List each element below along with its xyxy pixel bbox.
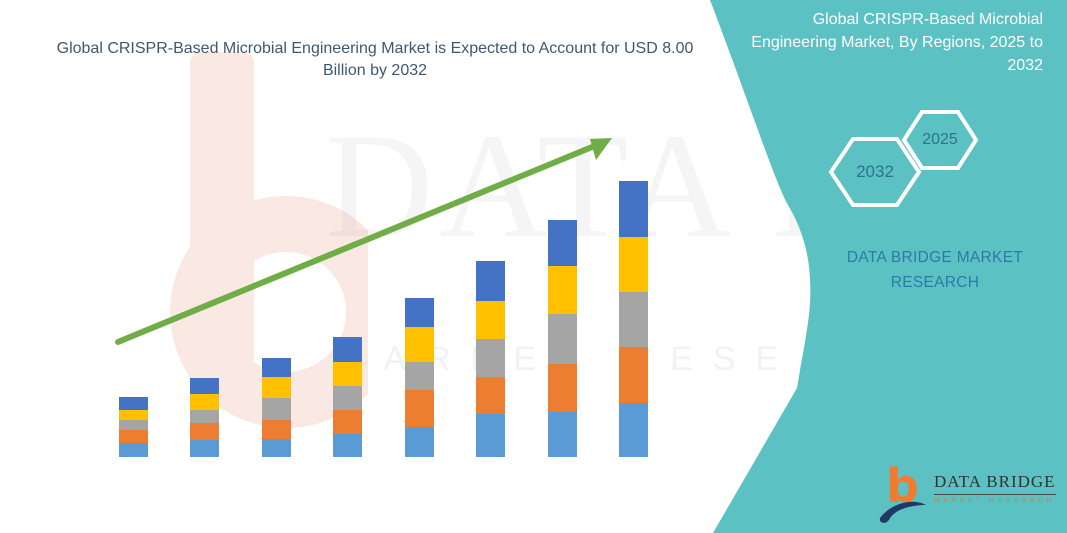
hexagon-2025 — [901, 110, 979, 170]
bar-segment-2028-middle-east-and-africa — [333, 337, 363, 362]
bar-segment-2028-europe — [333, 409, 363, 434]
bar-segment-2031-middle-east-and-africa — [547, 220, 577, 267]
bar-segment-2028-asia-pacific — [333, 386, 363, 410]
bar-segment-2031-asia-pacific — [547, 314, 577, 365]
hexagon-2032-label: 2032 — [856, 162, 894, 181]
bar-segment-2025-asia-pacific — [118, 420, 148, 430]
bar-segment-2027-north-america — [261, 438, 291, 458]
hexagon-2025-label: 2025 — [922, 131, 958, 148]
bar-segment-2025-middle-east-and-africa — [118, 397, 148, 410]
bar-segment-2025-south-america — [118, 409, 148, 421]
bar-segment-2026-europe — [190, 422, 220, 440]
bar-segment-2027-europe — [261, 419, 291, 439]
logo-subtitle: MARKET RESEARCH — [934, 497, 1055, 504]
bar-segment-2026-north-america — [190, 439, 220, 458]
chart-title: Global CRISPR-Based Microbial Engineerin… — [56, 40, 694, 80]
bar-2028 — [333, 337, 363, 458]
bar-segment-2032-asia-pacific — [619, 292, 649, 348]
bar-segment-2026-south-america — [190, 393, 220, 410]
bar-segment-2030-south-america — [476, 301, 506, 339]
bar-segment-2027-middle-east-and-africa — [261, 358, 291, 378]
bar-segment-2029-south-america — [404, 326, 434, 362]
bar-2026 — [190, 378, 220, 458]
bar-segment-2025-north-america — [118, 443, 148, 458]
bar-segment-2026-middle-east-and-africa — [190, 378, 220, 394]
dbmr-logo-icon: b — [879, 462, 926, 523]
bar-segment-2029-asia-pacific — [404, 361, 434, 391]
bar-segment-2028-south-america — [333, 361, 363, 387]
logo-name: DATA BRIDGE — [934, 472, 1056, 495]
bar-segment-2027-asia-pacific — [261, 398, 291, 420]
bar-segment-2031-south-america — [547, 266, 577, 315]
bar-segment-2032-europe — [619, 347, 649, 403]
panel-brand-line2: RESEARCH — [890, 273, 980, 291]
bar-2027 — [261, 358, 291, 458]
bar-segment-2030-asia-pacific — [476, 338, 506, 378]
bar-segment-2032-south-america — [619, 236, 649, 293]
bar-2031 — [547, 220, 577, 458]
bar-2025 — [118, 397, 148, 458]
bar-segment-2032-middle-east-and-africa — [619, 181, 649, 237]
bar-segment-2028-north-america — [333, 433, 363, 458]
bar-segment-2027-south-america — [261, 377, 291, 399]
bar-segment-2029-north-america — [404, 427, 434, 458]
bar-segment-2031-europe — [547, 364, 577, 412]
trend-arrow — [115, 138, 612, 345]
panel-brand-text: DATA BRIDGE MARKET RESEARCH — [825, 246, 1045, 296]
teal-panel — [710, 0, 1067, 533]
bar-segment-2029-middle-east-and-africa — [404, 298, 434, 327]
hexagon-2032 — [828, 137, 922, 207]
bar-2030 — [476, 261, 506, 458]
panel-brand-line1: DATA BRIDGE MARKET — [846, 249, 1024, 266]
bar-segment-2030-middle-east-and-africa — [476, 261, 506, 302]
bar-segment-2029-europe — [404, 390, 434, 428]
bar-segment-2031-north-america — [547, 411, 577, 458]
dbmr-logo: b DATA BRIDGE MARKET RESEARCH — [878, 462, 1056, 524]
bar-segment-2032-north-america — [619, 402, 649, 458]
bar-segment-2030-north-america — [476, 414, 506, 458]
stacked-bar-plot — [85, 174, 675, 458]
bar-2029 — [404, 298, 434, 458]
bar-segment-2025-europe — [118, 429, 148, 444]
panel-title: Global CRISPR-Based Microbial Engineerin… — [751, 11, 1043, 75]
bar-segment-2026-asia-pacific — [190, 409, 220, 423]
bar-2032 — [619, 181, 649, 458]
bar-segment-2030-europe — [476, 377, 506, 415]
